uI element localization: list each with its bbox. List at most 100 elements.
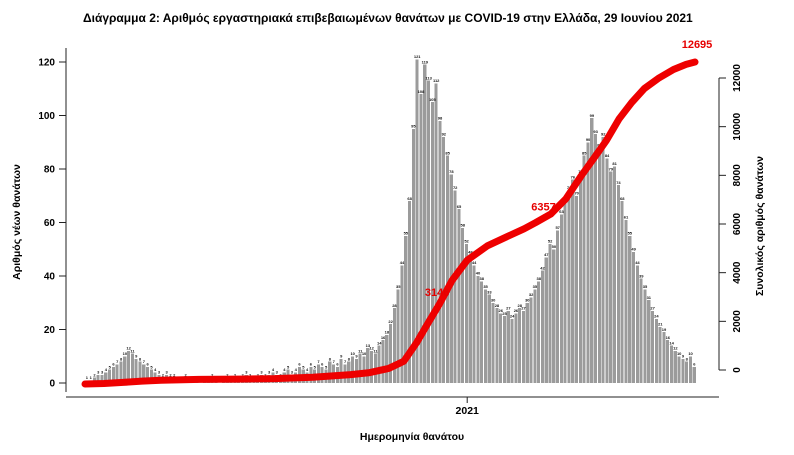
- bar-value-label: 79: [609, 166, 614, 171]
- bar-value-label: 5: [287, 364, 290, 369]
- bar-value-label: 6: [336, 362, 339, 367]
- daily-deaths-bars: [85, 59, 696, 384]
- bar: [669, 345, 674, 383]
- bar: [582, 155, 586, 384]
- left-axis-tick-label: 100: [38, 111, 55, 122]
- bar-value-label: 28: [392, 303, 397, 308]
- bar-value-label: 3: [97, 370, 100, 375]
- bar: [339, 358, 343, 383]
- bar: [647, 300, 651, 383]
- bar-value-label: 27: [650, 305, 655, 310]
- bar: [146, 366, 150, 383]
- bar-value-label: 35: [396, 284, 401, 289]
- bar: [685, 361, 689, 383]
- bar-value-label: 113: [425, 75, 432, 80]
- bar: [552, 249, 556, 383]
- bar-value-label: 5: [150, 364, 153, 369]
- bar-value-label: 3: [166, 370, 169, 375]
- bar-value-label: 8: [686, 356, 689, 361]
- bar: [108, 369, 112, 384]
- bar-value-label: 7: [333, 359, 336, 364]
- bar-value-label: 55: [404, 231, 409, 236]
- bar: [628, 235, 632, 384]
- bar-value-label: 52: [548, 239, 553, 244]
- bar-value-label: 2: [234, 372, 237, 377]
- bar: [662, 332, 666, 383]
- bar-value-label: 35: [643, 284, 648, 289]
- bar: [514, 313, 518, 383]
- bar: [487, 294, 491, 383]
- bar: [624, 219, 628, 383]
- bar: [597, 147, 601, 383]
- bar-value-label: 8: [329, 356, 332, 361]
- bar-value-label: 2: [241, 372, 244, 377]
- cumulative-line-path: [81, 58, 699, 388]
- bar-value-label: 3: [260, 370, 263, 375]
- left-y-axis-title: Αριθμός νέων θανάτων: [11, 164, 23, 280]
- bar: [415, 59, 419, 383]
- bar: [138, 361, 142, 383]
- bar-value-label: 2: [264, 372, 267, 377]
- bar: [328, 361, 332, 383]
- bar: [544, 257, 548, 383]
- axes: 0204060801001202021020004000600080001000…: [38, 48, 743, 417]
- bar-value-label: 55: [628, 231, 633, 236]
- bar: [499, 313, 503, 383]
- bar: [392, 308, 396, 383]
- bar-value-label: 61: [624, 215, 629, 220]
- left-axis-tick-label: 120: [38, 58, 55, 69]
- milestone-label: 3146: [425, 287, 449, 299]
- bar: [548, 243, 552, 383]
- bar-value-label: 9: [135, 354, 138, 359]
- left-axis-tick-label: 20: [44, 325, 56, 336]
- bar-value-label: 98: [438, 116, 443, 121]
- bar: [559, 214, 563, 383]
- bar: [616, 185, 620, 383]
- bar: [533, 289, 537, 384]
- milestone-label: 6357: [531, 202, 555, 214]
- bar-value-label: 7: [143, 359, 146, 364]
- bar: [502, 316, 506, 384]
- bar: [411, 128, 415, 384]
- bar-value-label: 4: [272, 367, 275, 372]
- bar-value-label: 85: [582, 150, 587, 155]
- bar-value-label: 2: [226, 372, 229, 377]
- bar-value-label: 105: [429, 97, 436, 102]
- bar-value-label: 2: [173, 372, 176, 377]
- right-axis-tick-label: 10000: [732, 112, 743, 140]
- bar-value-label: 10: [688, 351, 693, 356]
- chart-title: Διάγραμμα 2: Αριθμός εργαστηριακά επιβεβ…: [83, 11, 693, 25]
- bar: [635, 265, 639, 383]
- bar: [525, 302, 529, 383]
- bar-value-label: 7: [344, 359, 347, 364]
- bar-value-label: 1: [90, 375, 93, 380]
- bar-value-label: 11: [373, 348, 378, 353]
- bar: [483, 289, 487, 384]
- bar-value-label: 21: [658, 322, 663, 327]
- bar: [438, 120, 442, 383]
- bar-value-label: 4: [306, 367, 309, 372]
- bar-value-label: 26: [514, 308, 519, 313]
- bar: [476, 276, 480, 383]
- bar: [590, 118, 594, 384]
- bar: [681, 358, 685, 383]
- bar: [529, 297, 533, 383]
- bar-value-label: 14: [377, 340, 382, 345]
- bar: [426, 80, 431, 383]
- bar-value-label: 3: [158, 370, 161, 375]
- bar: [134, 358, 138, 383]
- bar-value-label: 5: [325, 364, 328, 369]
- bar-value-label: 40: [476, 271, 481, 276]
- bar-value-label: 10: [350, 351, 355, 356]
- bar: [571, 179, 575, 383]
- bar-value-label: 11: [130, 348, 135, 353]
- bar: [586, 142, 590, 383]
- bar-value-label: 95: [411, 124, 416, 129]
- bar-value-label: 27: [521, 305, 526, 310]
- bar-value-label: 26: [499, 308, 504, 313]
- x-axis-title: Ημερομηνία θανάτου: [360, 431, 464, 443]
- bar: [442, 136, 446, 383]
- right-axis-tick-label: 0: [732, 367, 743, 373]
- bar-value-label: 93: [593, 129, 598, 134]
